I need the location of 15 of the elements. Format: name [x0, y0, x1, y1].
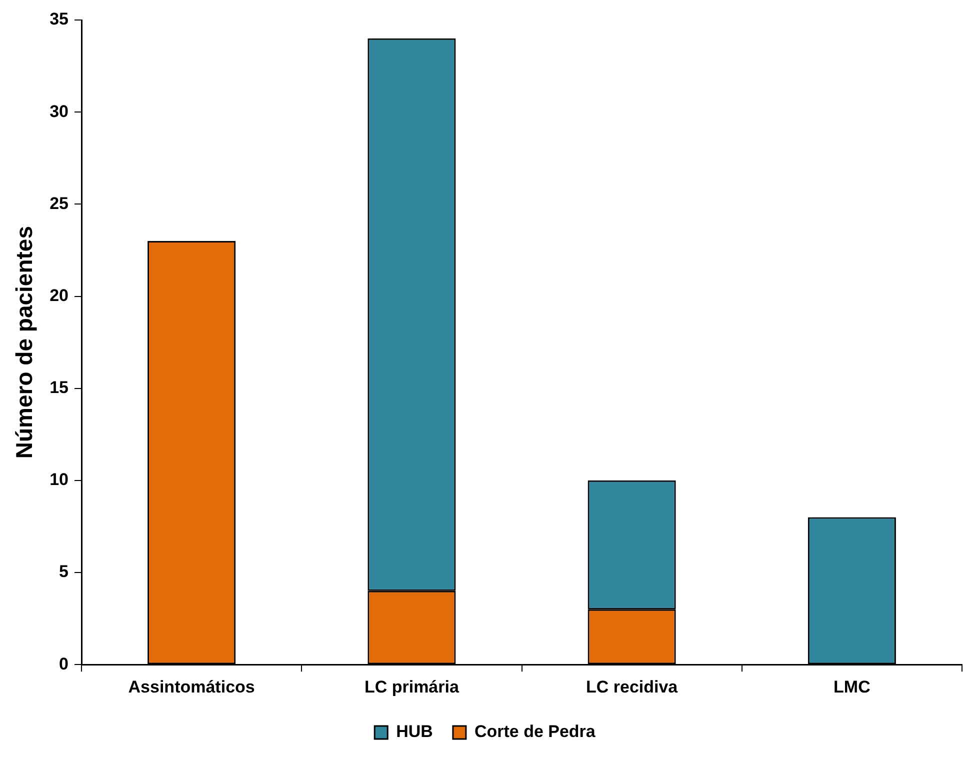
y-tick-label: 20 [50, 286, 69, 305]
y-tick-label: 5 [59, 562, 69, 582]
y-tick-label: 35 [50, 10, 69, 29]
x-tick-label: LC recidiva [586, 677, 678, 696]
legend-label: Corte de Pedra [474, 722, 596, 742]
y-tick-label: 25 [50, 194, 69, 213]
y-tick-label: 15 [50, 378, 69, 398]
x-tick-label: Assintomáticos [128, 677, 255, 696]
y-tick-label: 30 [50, 102, 69, 121]
x-tick-label: LMC [834, 677, 870, 696]
y-axis-title: Número de pacientes [11, 226, 38, 459]
y-tick-label: 10 [50, 470, 69, 490]
x-tick-label: LC primária [364, 677, 460, 696]
legend-label: HUB [396, 722, 433, 742]
y-tick-label: 0 [59, 654, 69, 674]
